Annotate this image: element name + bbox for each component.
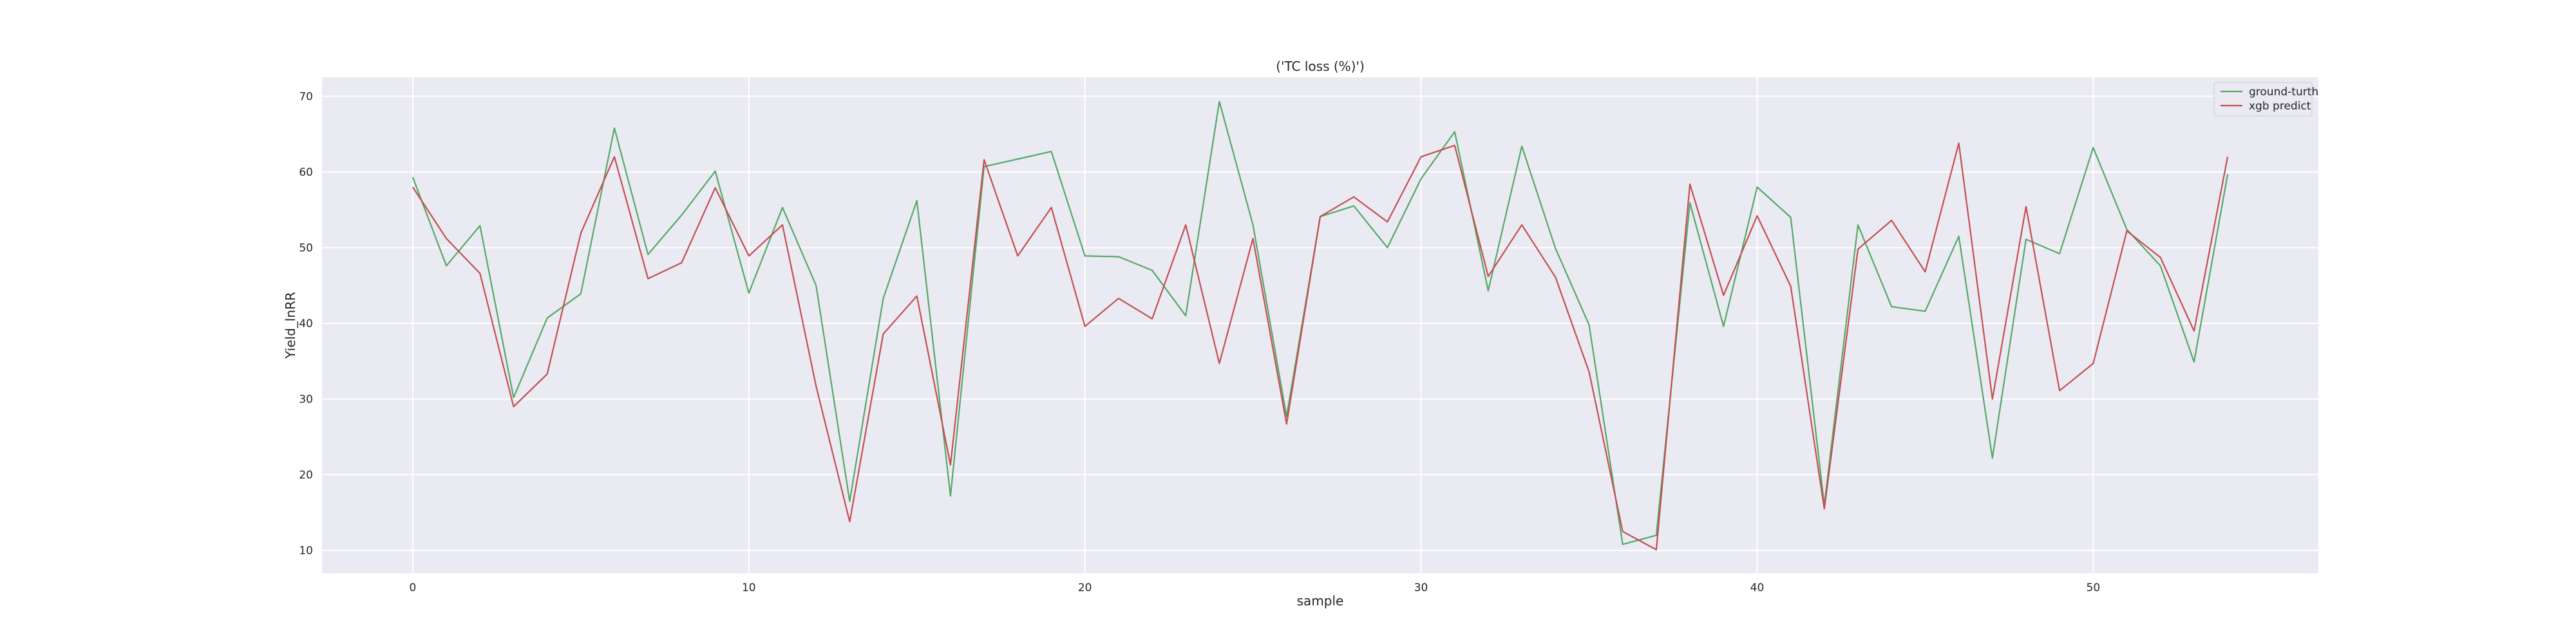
y-tick-label: 60 — [299, 166, 313, 179]
y-tick-label: 70 — [299, 90, 313, 103]
plot-background — [322, 77, 2318, 573]
series-layer — [412, 100, 2229, 551]
y-tick-label: 10 — [299, 545, 313, 558]
x-tick-label: 0 — [409, 582, 416, 594]
y-tick-label: 20 — [299, 469, 313, 482]
y-axis-label: Yield_lnRR — [283, 292, 298, 359]
x-axis-label: sample — [1297, 593, 1344, 609]
y-tick-label: 30 — [299, 393, 313, 406]
y-tick-label: 40 — [299, 317, 313, 330]
legend-label: xgb predict — [2249, 100, 2311, 113]
series-line-xgb-predict — [412, 142, 2229, 551]
chart-title: ('TC loss (%)') — [1276, 59, 1365, 74]
y-tick-label: 50 — [299, 242, 313, 255]
x-tick-label: 10 — [742, 582, 756, 594]
axis-ticks: 0 10 20 30 40 50 10 20 30 40 50 60 70 — [299, 90, 2100, 594]
x-tick-label: 20 — [1078, 582, 1092, 594]
x-tick-label: 30 — [1414, 582, 1428, 594]
legend-label: ground-turth — [2249, 86, 2318, 99]
x-tick-label: 50 — [2087, 582, 2101, 594]
x-tick-label: 40 — [1750, 582, 1765, 594]
